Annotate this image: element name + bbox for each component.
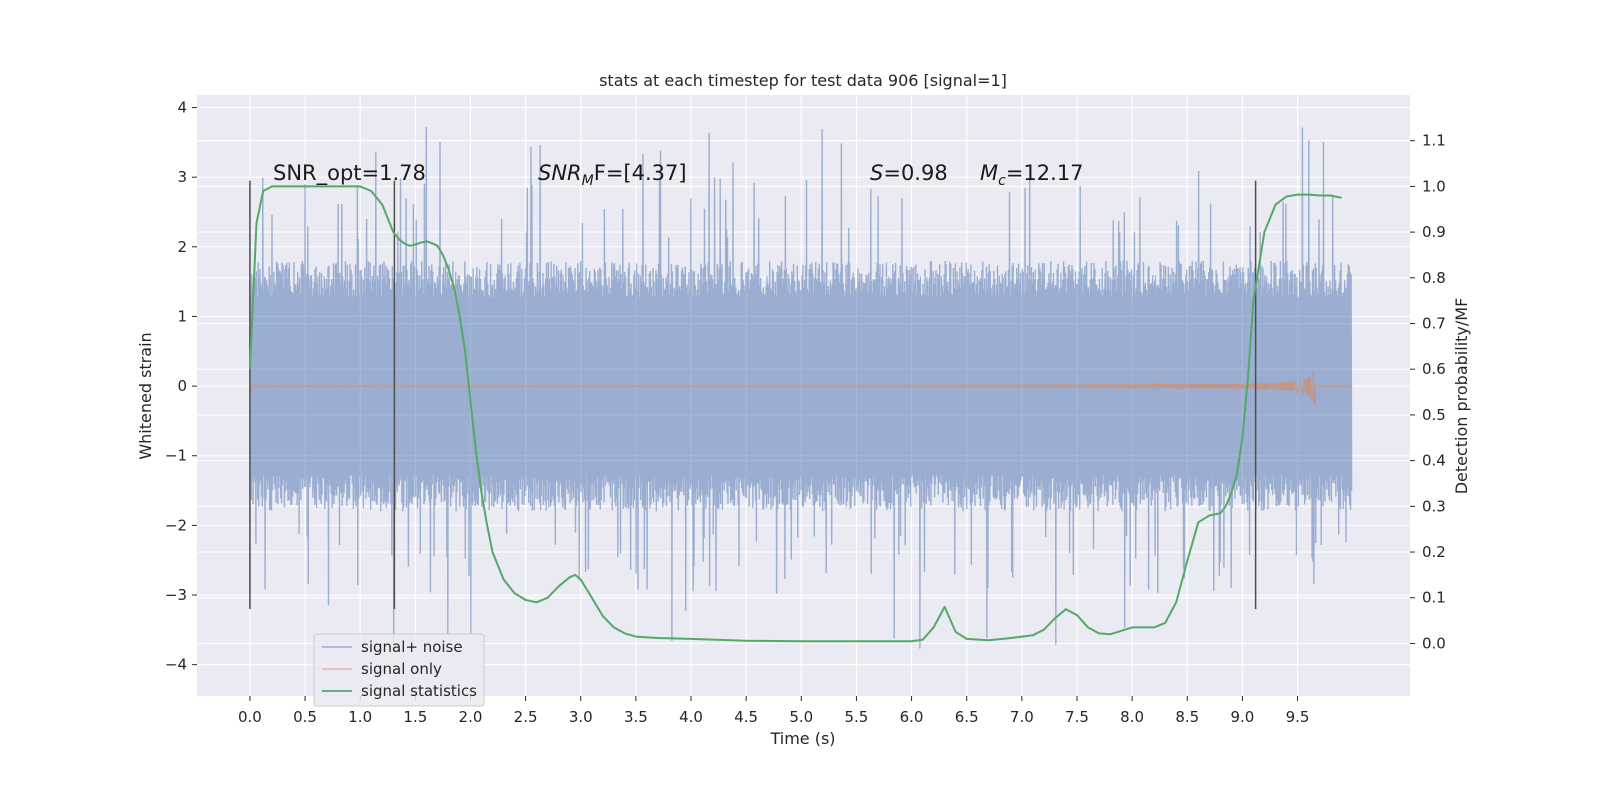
- y2-tick-label: 1.1: [1422, 132, 1446, 150]
- annotation-snr-mf-sub: M: [582, 173, 594, 189]
- signal-only-series: [249, 370, 1352, 404]
- x-tick-label: 5.5: [845, 708, 869, 726]
- y2-axis-label: Detection probability/MF: [1452, 298, 1471, 495]
- y2-tick-label: 0.3: [1422, 497, 1446, 515]
- annotation-snr-mf-prefix: SNR: [538, 161, 582, 185]
- y-tick-label: 4: [177, 99, 187, 117]
- x-tick-label: 7.5: [1065, 708, 1089, 726]
- x-axis-ticks: 0.0 0.5 1.0 1.5 2.0 2.5 3.0 3.5 4.0 4.5 5.0 5.5 6.0 6…: [238, 696, 1309, 726]
- legend-box: [313, 633, 485, 707]
- vertical-markers: [249, 180, 1257, 609]
- x-tick-label: 9.5: [1286, 708, 1310, 726]
- x-tick-label: 3.0: [569, 708, 593, 726]
- y2-tick-label: 0.7: [1422, 315, 1446, 333]
- x-tick-label: 9.0: [1230, 708, 1254, 726]
- x-tick-label: 4.0: [679, 708, 703, 726]
- x-tick-label: 8.5: [1175, 708, 1199, 726]
- y2-tick-label: 0.4: [1422, 452, 1446, 470]
- signal-statistics-line: [248, 185, 1342, 643]
- y2-tick-label: 0.1: [1422, 589, 1446, 607]
- y2-axis-ticks: 1.1 1.0 0.9 0.8 0.7 0.6 0.5 0.4 0.3 0.2 0.1 0.0: [1410, 132, 1446, 652]
- x-tick-label: 5.0: [789, 708, 813, 726]
- annotation-mc: Mc=12.17: [980, 161, 1084, 189]
- x-tick-label: 4.5: [734, 708, 758, 726]
- annotation-mc-value: =12.17: [1006, 161, 1084, 185]
- annotation-snr-mf: SNRMF=[4.37]: [538, 161, 687, 189]
- y-axis-label: Whitened strain: [136, 332, 155, 459]
- signal-noise-line: [249, 127, 1353, 650]
- signal-noise-series: [249, 127, 1353, 650]
- signal-only-line: [249, 370, 1352, 404]
- x-tick-label: 2.5: [514, 708, 538, 726]
- y2-tick-label: 0.8: [1422, 269, 1446, 287]
- chart-title: stats at each timestep for test data 906…: [599, 71, 1007, 90]
- y-tick-label: −2: [165, 516, 187, 534]
- y-tick-label: 0: [177, 377, 187, 395]
- y-tick-label: −3: [165, 586, 187, 604]
- x-tick-label: 8.0: [1120, 708, 1144, 726]
- y2-tick-label: 1.0: [1422, 177, 1446, 195]
- annotation-snr-mf-suffix: F=[4.37]: [594, 161, 687, 185]
- y-tick-label: −4: [165, 656, 187, 674]
- annotation-mc-var: M: [980, 161, 998, 185]
- x-tick-label: 3.5: [624, 708, 648, 726]
- annotation-snr-opt: SNR_opt=1.78: [273, 161, 426, 186]
- y-tick-label: 1: [177, 307, 187, 325]
- y2-tick-label: 0.5: [1422, 406, 1446, 424]
- legend-label-signal-noise: signal+ noise: [361, 638, 463, 656]
- x-tick-label: 6.0: [900, 708, 924, 726]
- y2-tick-label: 0.9: [1422, 223, 1446, 241]
- x-tick-label: 6.5: [955, 708, 979, 726]
- y2-tick-label: 0.2: [1422, 543, 1446, 561]
- legend-label-signal-statistics: signal statistics: [361, 682, 477, 700]
- y2-tick-label: 0.6: [1422, 360, 1446, 378]
- annotation-s-var: S: [870, 161, 883, 185]
- annotation-s: S=0.98: [870, 161, 948, 185]
- legend: signal+ noise signal only signal statist…: [313, 633, 485, 707]
- y-tick-label: 3: [177, 168, 187, 186]
- legend-label-signal-only: signal only: [361, 660, 442, 678]
- signal-statistics-series: [248, 185, 1342, 643]
- x-tick-label: 2.0: [459, 708, 483, 726]
- x-tick-label: 0.5: [293, 708, 317, 726]
- x-tick-label: 1.5: [403, 708, 427, 726]
- y2-tick-label: 0.0: [1422, 634, 1446, 652]
- x-tick-label: 7.0: [1010, 708, 1034, 726]
- x-tick-label: 0.0: [238, 708, 262, 726]
- x-axis-label: Time (s): [769, 729, 835, 748]
- y-tick-label: −1: [165, 447, 187, 465]
- annotation-mc-sub: c: [998, 173, 1006, 189]
- y-axis-ticks: 4 3 2 1 0 −1 −2 −3 −4: [165, 99, 197, 674]
- annotation-s-value: =0.98: [883, 161, 947, 185]
- y-tick-label: 2: [177, 238, 187, 256]
- x-tick-label: 1.0: [348, 708, 372, 726]
